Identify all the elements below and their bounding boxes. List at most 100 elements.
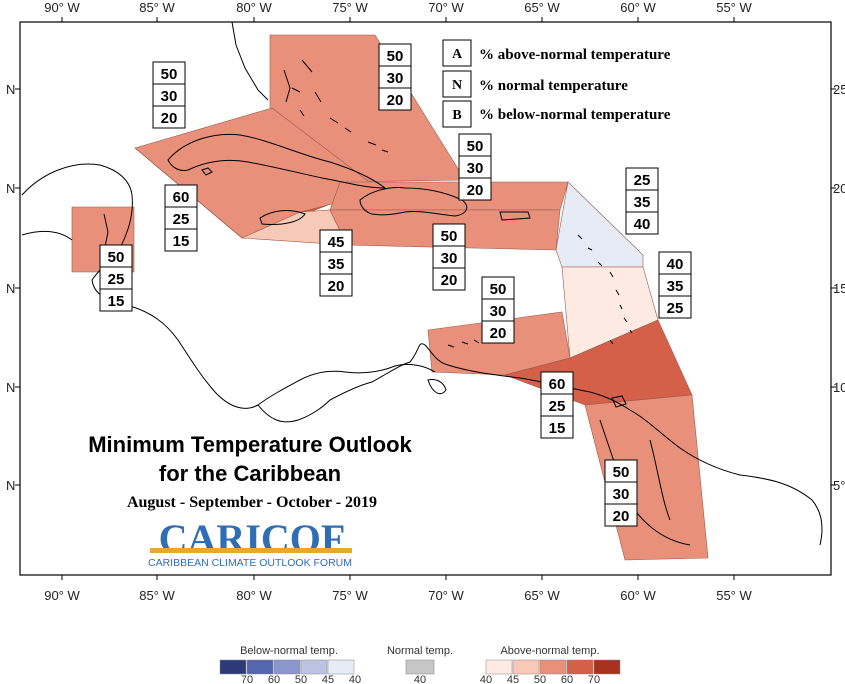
- logo-tagline: CARIBBEAN CLIMATE OUTLOOK FORUM: [148, 557, 352, 569]
- above-swatch-1: [512, 659, 540, 675]
- map-title-line2: for the Caribbean: [159, 461, 341, 486]
- box-abc-n: 30: [490, 303, 507, 320]
- box-jamaica-n: 35: [328, 256, 345, 273]
- top-lon-65: 65° W: [524, 0, 560, 15]
- box-bahamas-n: 30: [387, 70, 404, 87]
- coast-florida: [231, 21, 269, 101]
- logo-underline: [150, 548, 352, 553]
- top-lon-70: 70° W: [428, 0, 464, 15]
- box-windward-a: 40: [667, 256, 684, 273]
- box-trinidad: 60 25 15: [540, 371, 574, 439]
- above-tick-3: 60: [561, 674, 573, 684]
- colorbar-normal-title: Normal temp.: [387, 645, 453, 657]
- box-abc-islands: 50 30 20: [481, 276, 515, 344]
- right-lat-25: 25: [833, 82, 845, 97]
- box-windward-n: 35: [667, 278, 684, 295]
- box-cuba-n: 30: [161, 88, 178, 105]
- title-block: Minimum Temperature Outlook for the Cari…: [88, 432, 412, 569]
- right-lat-20: 20: [833, 181, 845, 196]
- legend-text-n: % normal temperature: [479, 78, 628, 94]
- normal-tick: 40: [414, 674, 426, 684]
- coast-trinidad: [611, 395, 627, 408]
- coast-jamaica: [259, 210, 306, 225]
- box-hispaniola-south-a: 50: [441, 228, 458, 245]
- box-windward: 40 35 25: [658, 251, 692, 319]
- box-jamaica-a: 45: [328, 234, 345, 251]
- coast-gulf: [21, 230, 73, 241]
- above-tick-1: 45: [507, 674, 519, 684]
- bottom-lon-75: 75° W: [332, 588, 368, 603]
- top-lon-80: 80° W: [236, 0, 272, 15]
- below-tick-0: 70: [241, 674, 253, 684]
- below-swatch-2: [273, 659, 301, 675]
- map-period: August - September - October - 2019: [127, 494, 377, 511]
- top-lon-60: 60° W: [620, 0, 656, 15]
- coast-abc: [447, 339, 480, 348]
- below-swatch-4: [327, 659, 355, 675]
- left-lat-20: N: [6, 181, 15, 196]
- colorbar-normal-swatch: 40: [405, 659, 435, 684]
- bottom-lon-60: 60° W: [620, 588, 656, 603]
- legend-key-a: A: [452, 47, 463, 62]
- probability-boxes: 50 30 20 50 30 20 60 25 15 45 35 20 50: [99, 43, 692, 527]
- above-tick-2: 50: [534, 674, 546, 684]
- box-cayman-b: 15: [173, 233, 190, 250]
- right-latitude-labels: 25 20 15 10 5°: [833, 82, 845, 493]
- above-swatch-0: [485, 659, 513, 675]
- left-lat-15: N: [6, 281, 15, 296]
- box-hispaniola-south: 50 30 20: [432, 223, 466, 291]
- top-lon-55: 55° W: [716, 0, 752, 15]
- colorbar-above-title: Above-normal temp.: [500, 645, 599, 657]
- below-tick-3: 45: [322, 674, 334, 684]
- box-bahamas-a: 50: [387, 48, 404, 65]
- box-guianas-n: 30: [613, 486, 630, 503]
- coast-panama: [257, 399, 331, 423]
- below-tick-4: 40: [349, 674, 361, 684]
- key-legend: A % above-normal temperature N % normal …: [442, 39, 671, 128]
- normal-swatch: [405, 659, 435, 675]
- above-tick-0: 40: [480, 674, 492, 684]
- left-lat-5: N: [6, 478, 15, 493]
- box-leeward-a: 25: [634, 172, 651, 189]
- top-lon-75: 75° W: [332, 0, 368, 15]
- map-title-line1: Minimum Temperature Outlook: [88, 432, 412, 457]
- box-cuba-a: 50: [161, 66, 178, 83]
- box-cayman: 60 25 15: [164, 184, 198, 252]
- box-hispaniola-north-a: 50: [467, 138, 484, 155]
- box-trinidad-a: 60: [549, 376, 566, 393]
- colorbar-above-swatches: 40 45 50 60 70: [480, 659, 621, 684]
- caricof-logo: CARICOF: [159, 516, 346, 561]
- left-lat-10: N: [6, 380, 15, 395]
- legend-key-b: B: [452, 108, 461, 123]
- box-leeward: 25 35 40: [625, 167, 659, 235]
- left-latitude-labels: N N N N N: [6, 82, 15, 493]
- legend-key-n: N: [452, 78, 462, 93]
- coast-maracaibo: [427, 379, 447, 395]
- box-cayman-a: 60: [173, 189, 190, 206]
- box-hispaniola-south-b: 20: [441, 272, 458, 289]
- legend-text-b: % below-normal temperature: [479, 107, 671, 123]
- box-windward-b: 25: [667, 300, 684, 317]
- box-hispaniola-north-b: 20: [467, 182, 484, 199]
- above-swatch-4: [593, 659, 621, 675]
- box-hispaniola-north: 50 30 20: [458, 133, 492, 201]
- coast-isla-juventud: [201, 167, 213, 176]
- coast-puerto-rico: [499, 211, 531, 221]
- coast-lesser-antilles: [577, 234, 633, 345]
- box-bahamas-b: 20: [387, 92, 404, 109]
- box-guianas: 50 30 20: [604, 459, 638, 527]
- bottom-lon-85: 85° W: [139, 588, 175, 603]
- above-swatch-2: [539, 659, 567, 675]
- bottom-longitude-labels: 90° W 85° W 80° W 75° W 70° W 65° W 60° …: [44, 588, 752, 603]
- box-belize-a: 50: [108, 249, 125, 266]
- colorbar: Below-normal temp. Normal temp. Above-no…: [219, 645, 621, 684]
- below-swatch-0: [219, 659, 247, 675]
- top-longitude-labels: 90° W 85° W 80° W 75° W 70° W 65° W 60° …: [44, 0, 752, 15]
- box-leeward-n: 35: [634, 194, 651, 211]
- below-swatch-3: [300, 659, 328, 675]
- coast-hispaniola: [359, 187, 468, 217]
- axis-ticks: [15, 17, 836, 580]
- box-trinidad-b: 15: [549, 420, 566, 437]
- map-frame: [19, 21, 832, 576]
- box-cuba-b: 20: [161, 110, 178, 127]
